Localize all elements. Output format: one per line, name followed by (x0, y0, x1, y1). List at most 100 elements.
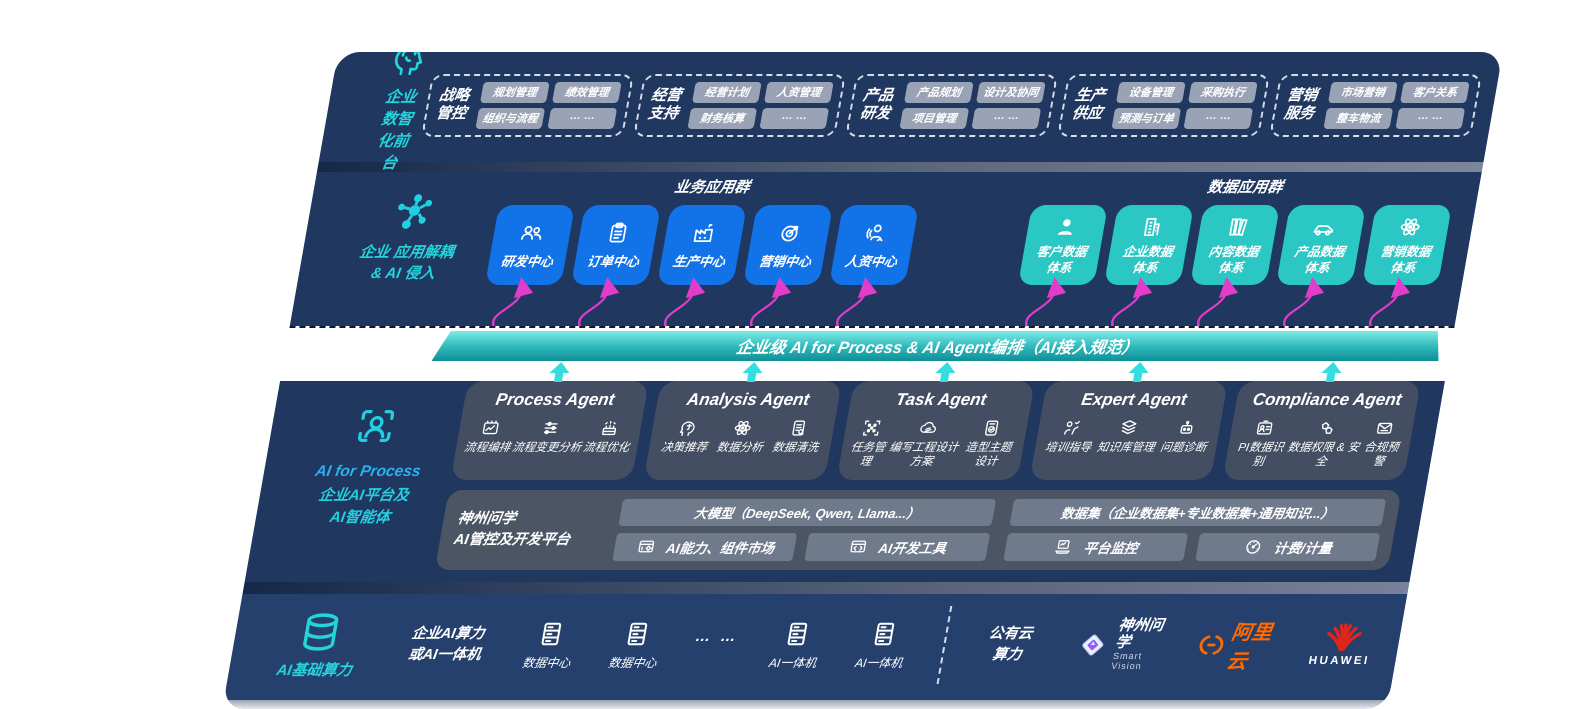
agent-item-label: 培训指导 (1044, 442, 1093, 454)
layer-edge (316, 162, 1484, 172)
platform-model-column: 大模型（DeepSeek, Qwen, Llama...） AI能力、组件市场 … (612, 498, 996, 561)
ai-layer-label-block: AI for Process 企业AI平台及 AI智能体 (267, 381, 468, 570)
hr-center-box: 人资中心 (828, 205, 920, 285)
ai-capability-market-cell: AI能力、组件市场 (612, 532, 798, 561)
smartvision-en-text: Smart Vision (1110, 651, 1144, 672)
people-icon (520, 225, 544, 240)
agent-item: 流程变更分析 (511, 417, 587, 456)
pi-data-recognition-icon (1256, 420, 1273, 435)
ai-governance-platform: 神州问学 AI管控及开发平台 大模型（DeepSeek, Qwen, Llama… (434, 489, 1402, 570)
smartvision-cn-text: 神州问学 (1114, 617, 1166, 651)
agent-item: 流程编排 (463, 417, 516, 456)
platform-name-line2: AI管控及开发平台 (452, 531, 572, 548)
server-icon (873, 622, 895, 645)
cell-label: AI开发工具 (877, 540, 948, 556)
target-icon (780, 225, 799, 242)
knowledge-base-icon (1121, 420, 1138, 435)
atom-icon (1399, 216, 1422, 237)
aliyun-text: 阿里云 (1224, 621, 1274, 673)
dashed-separator (289, 326, 1455, 328)
platform-name: 神州问学 AI管控及开发平台 (452, 509, 605, 551)
data-cleaning-icon (792, 420, 806, 436)
analysis-agent-card: Analysis Agent 决策推荐 数据分析 数据清洗 (643, 381, 842, 480)
agent-item-label: 数据清洗 (771, 442, 820, 454)
server-icon (541, 622, 562, 645)
molecule-icon (392, 192, 436, 231)
task-agent-card: Task Agent 任务管理 编写工程设计方案 造型主题设计 (836, 381, 1035, 480)
problem-diagnosis-icon (1180, 420, 1194, 434)
agent-item-label: 数据分析 (715, 442, 764, 454)
front-group-strategy: 战略管控 规划管理 绩效管理 组织与流程 … … (421, 73, 635, 137)
group-pill: 客户关系 (1400, 81, 1470, 103)
content-data-box: 内容数据体系 (1189, 205, 1281, 285)
agent-item-label: 流程变更分析 (511, 442, 583, 454)
compliance-agent-card: Compliance Agent PI数据识别 数据权限 & 安全 合规预警 (1222, 381, 1421, 480)
aliyun-logo: 阿里云 (1194, 616, 1281, 674)
database-icon (302, 613, 340, 651)
dashed-divider (936, 605, 953, 684)
data-group-title: 数据应用群 (1206, 179, 1285, 196)
datacenter-node: 数据中心 (600, 619, 671, 671)
business-app-group: 业务应用群 研发中心 订单中心 生产中心 (478, 176, 924, 326)
styling-theme-design-icon (984, 420, 999, 436)
expert-agent-card: Expert Agent 培训指导 知识库管理 问题诊断 (1029, 381, 1228, 480)
smartvision-diamond-icon (1082, 634, 1104, 656)
agent-item-label: 编写工程设计方案 (888, 442, 960, 468)
ai-layer-label-line2: 企业AI平台及 (317, 487, 411, 504)
ai-appliance-node: AI一体机 (760, 619, 831, 671)
training-guidance-icon (1063, 420, 1080, 435)
agent-item: 编写工程设计方案 (884, 417, 965, 470)
up-arrow-icon (935, 362, 956, 382)
orchestration-bar: 企业级 AI for Process & AI Agent编排（AI接入规范） (432, 331, 1444, 361)
app-layer-label-block: 企业 应用解耦 & AI 侵入 (310, 176, 504, 326)
enterprise-data-box: 企业数据体系 (1103, 205, 1195, 285)
enterprise-compute-label: 企业AI算力 或AI一体机 (394, 624, 498, 666)
agent-item: 数据分析 (715, 417, 768, 456)
group-title: 战略管控 (434, 87, 471, 122)
dataset-bar: 数据集（企业数据集+专业数据集+通用知识...） (1008, 498, 1387, 526)
group-title: 产品研发 (858, 87, 895, 122)
engineering-design-icon (919, 421, 937, 433)
panel-bottom-edge (222, 699, 1389, 709)
front-groups: 战略管控 规划管理 绩效管理 组织与流程 … … 经营支持 经营计划 人资管理 … (421, 73, 1483, 137)
rd-center-box: 研发中心 (484, 205, 576, 285)
component-market-icon (637, 540, 655, 553)
agent-item: 流程优化 (582, 417, 635, 456)
agent-title: Compliance Agent (1251, 390, 1404, 409)
agent-item: 合规预警 (1358, 417, 1407, 470)
agent-item-label: 造型主题设计 (964, 442, 1013, 468)
huawei-logo: HUAWEI (1308, 622, 1377, 667)
car-icon (1313, 225, 1335, 236)
public-cloud-label: 公有云 算力 (971, 624, 1046, 666)
agent-item: 问题诊断 (1159, 417, 1212, 456)
layer-edge (242, 581, 1410, 594)
group-pill: … … (1395, 107, 1466, 129)
group-pill: 组织与流程 (475, 107, 546, 129)
up-arrow-icon (549, 362, 570, 382)
flow-orchestration-icon (482, 420, 500, 435)
data-app-group: 数据应用群 客户数据体系 企业数据体系 内容数据体系 (1011, 176, 1457, 326)
group-pill: 绩效管理 (552, 81, 622, 103)
huawei-flower-icon (1326, 623, 1362, 652)
ai-appliance-node: AI一体机 (846, 619, 917, 671)
orchestration-bar-text: 企业级 AI for Process & AI Agent编排（AI接入规范） (734, 339, 1140, 357)
agent-item: 数据权限 & 安全 (1284, 417, 1365, 470)
cell-label: 平台监控 (1082, 540, 1139, 556)
building-icon (1143, 217, 1161, 236)
agent-item: 决策推荐 (660, 417, 713, 456)
ellipsis-nodes: … … (694, 628, 741, 646)
scan-person-icon (357, 409, 395, 443)
brain-icon (392, 52, 425, 75)
group-pill: 项目管理 (899, 107, 970, 129)
platform-name-line1: 神州问学 (456, 510, 518, 527)
node-label: AI一体机 (853, 655, 904, 670)
group-pill: 市场营销 (1328, 81, 1398, 103)
customer-data-box: 客户数据体系 (1017, 205, 1109, 285)
up-arrow-icon (1128, 362, 1149, 382)
front-office-label: 企业数智化前台 (376, 88, 419, 172)
box-label: 营销数据体系 (1379, 244, 1433, 275)
box-label: 营销中心 (757, 254, 813, 269)
box-label: 人资中心 (843, 254, 899, 269)
llm-bar: 大模型（DeepSeek, Qwen, Llama...） (618, 498, 996, 526)
platform-monitor-cell: 平台监控 (1002, 532, 1189, 561)
